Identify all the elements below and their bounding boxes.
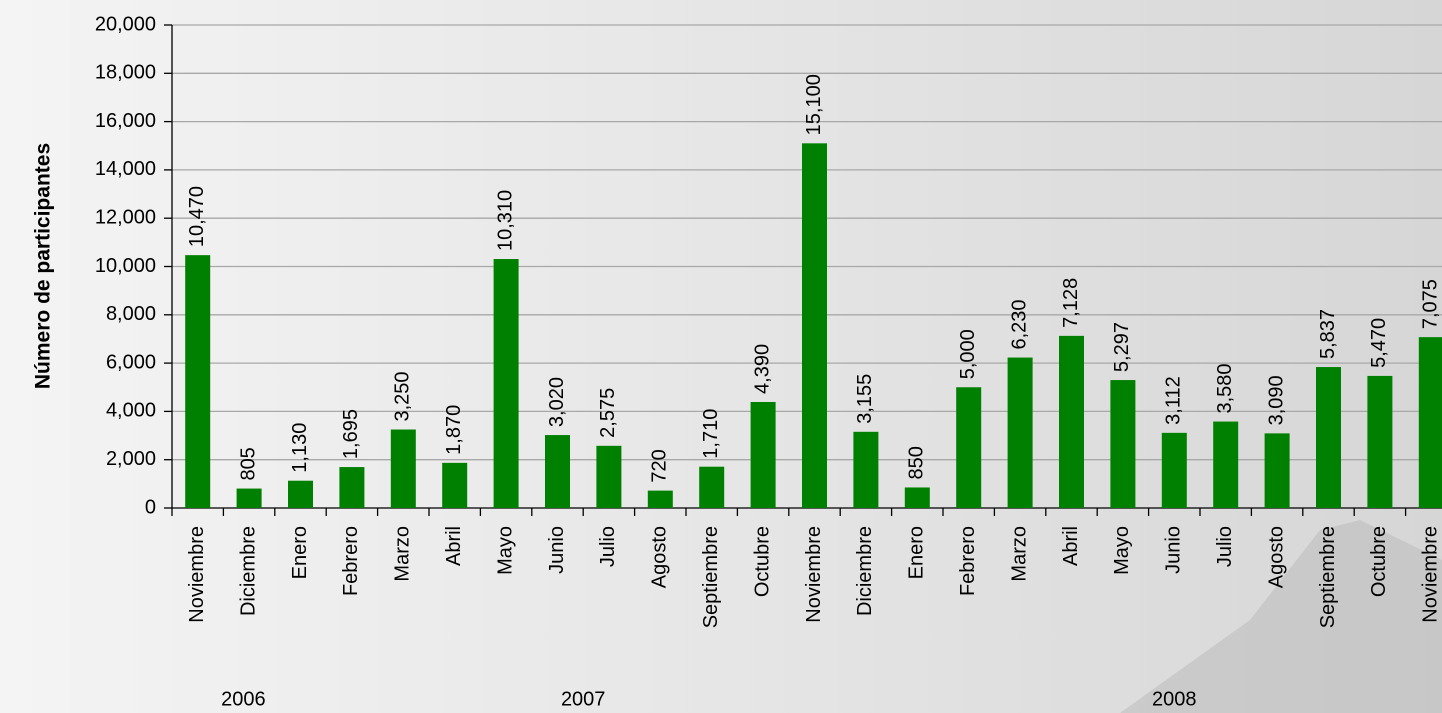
x-tick-label: Marzo <box>1008 526 1030 582</box>
bar <box>1418 337 1442 508</box>
year-label: 2008 <box>1152 688 1197 710</box>
value-label: 10,470 <box>186 186 208 247</box>
bar <box>236 488 262 508</box>
value-label: 3,250 <box>392 371 414 421</box>
value-label: 3,020 <box>546 377 568 427</box>
y-tick-label: 4,000 <box>106 400 156 422</box>
value-label: 805 <box>237 447 259 480</box>
bar <box>699 466 725 508</box>
x-tick-label: Agosto <box>649 526 671 588</box>
value-label: 15,100 <box>803 74 825 135</box>
x-tick-label: Enero <box>906 526 928 579</box>
bar <box>545 435 570 508</box>
x-tick-label: Noviembre <box>1420 526 1442 623</box>
bar <box>390 429 416 508</box>
y-tick-label: 16,000 <box>95 110 156 132</box>
bar <box>185 255 211 508</box>
value-label: 7,128 <box>1060 278 1082 328</box>
x-tick-label: Abril <box>443 526 465 566</box>
value-label: 6,230 <box>1008 299 1030 349</box>
bar <box>1161 432 1187 508</box>
x-tick-label: Noviembre <box>803 526 825 623</box>
value-label: 2,575 <box>597 388 619 438</box>
bar <box>288 480 313 508</box>
value-label: 850 <box>906 446 928 479</box>
year-label: 2007 <box>561 688 606 710</box>
y-tick-label: 8,000 <box>106 303 156 325</box>
bar <box>1007 357 1033 508</box>
x-tick-label: Febrero <box>957 526 979 596</box>
x-tick-label: Mayo <box>1111 526 1133 575</box>
value-label: 5,297 <box>1111 322 1133 372</box>
x-tick-label: Julio <box>597 526 619 567</box>
y-tick-label: 12,000 <box>95 206 156 228</box>
bar <box>1110 380 1136 508</box>
y-tick-label: 20,000 <box>95 13 156 35</box>
bar <box>647 490 673 508</box>
value-label: 10,310 <box>494 190 516 251</box>
bar <box>904 487 930 508</box>
value-label: 7,075 <box>1420 279 1442 329</box>
value-label: 3,580 <box>1214 363 1236 413</box>
value-label: 4,390 <box>751 344 773 394</box>
x-tick-label: Febrero <box>340 526 362 596</box>
bar <box>802 143 827 508</box>
bar <box>493 259 519 508</box>
x-tick-label: Mayo <box>494 526 516 575</box>
bar <box>1059 335 1084 508</box>
value-label: 3,155 <box>854 374 876 424</box>
y-tick-label: 18,000 <box>95 62 156 84</box>
value-label: 1,130 <box>289 423 311 473</box>
x-tick-label: Enero <box>289 526 311 579</box>
value-label: 5,000 <box>957 329 979 379</box>
value-label: 3,090 <box>1265 375 1287 425</box>
bar <box>853 431 879 508</box>
y-axis-title: Número de participantes <box>32 143 55 389</box>
x-tick-label: Septiembre <box>700 526 722 628</box>
y-tick-label: 6,000 <box>106 351 156 373</box>
value-label: 1,870 <box>443 405 465 455</box>
bar <box>1367 375 1393 508</box>
x-tick-label: Diciembre <box>237 526 259 616</box>
bar <box>596 445 622 508</box>
bar <box>956 387 982 508</box>
x-tick-label: Diciembre <box>854 526 876 616</box>
x-tick-label: Noviembre <box>186 526 208 623</box>
y-tick-label: 14,000 <box>95 158 156 180</box>
x-tick-label: Octubre <box>751 526 773 597</box>
bar <box>750 401 776 508</box>
x-tick-label: Octubre <box>1368 526 1390 597</box>
y-tick-label: 0 <box>145 496 156 518</box>
x-tick-label: Junio <box>546 526 568 574</box>
bar <box>1213 421 1239 508</box>
x-tick-label: Junio <box>1163 526 1185 574</box>
value-label: 3,112 <box>1163 376 1185 425</box>
value-label: 5,837 <box>1317 309 1339 359</box>
x-tick-label: Septiembre <box>1317 526 1339 628</box>
x-tick-label: Julio <box>1214 526 1236 567</box>
value-label: 1,695 <box>340 409 362 459</box>
value-label: 1,710 <box>700 409 722 459</box>
bar <box>1264 433 1290 508</box>
x-tick-label: Agosto <box>1265 526 1287 588</box>
year-label: 2006 <box>221 688 266 710</box>
bar <box>442 462 468 508</box>
x-tick-label: Abril <box>1060 526 1082 566</box>
y-tick-label: 10,000 <box>95 255 156 277</box>
bar <box>339 467 365 508</box>
bar <box>1316 367 1341 508</box>
value-label: 5,470 <box>1368 318 1390 368</box>
background-mountain <box>1120 520 1442 713</box>
x-tick-label: Marzo <box>392 526 414 582</box>
y-tick-label: 2,000 <box>106 448 156 470</box>
value-label: 720 <box>649 449 671 482</box>
